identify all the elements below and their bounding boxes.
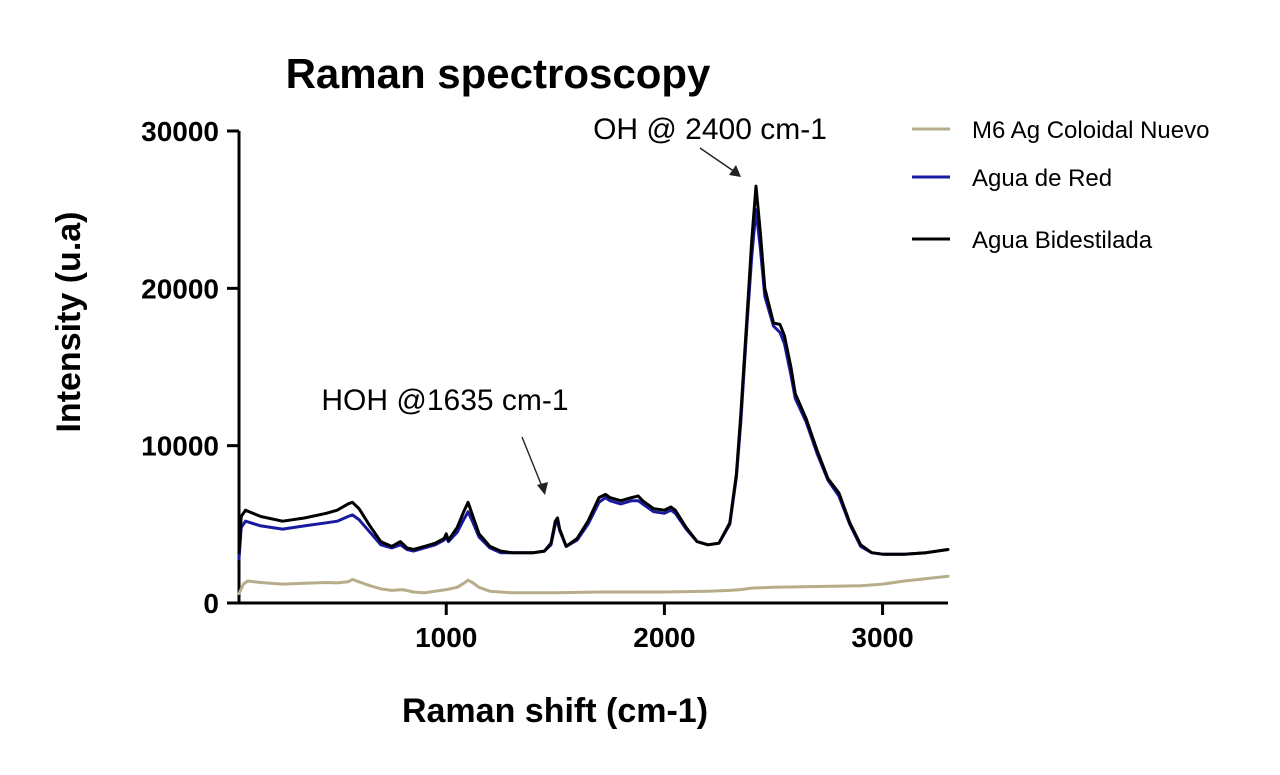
series-lines bbox=[237, 184, 950, 596]
chart-title: Raman spectroscopy bbox=[286, 50, 711, 97]
annotation-hoh-arrowhead bbox=[537, 482, 548, 495]
x-tick-label: 3000 bbox=[851, 622, 913, 653]
annotation-oh-text: OH @ 2400 cm-1 bbox=[593, 113, 827, 146]
y-axis-label: Intensity (u.a) bbox=[50, 211, 88, 432]
series-line-agua-de-red bbox=[237, 208, 950, 561]
legend-label-agua-de-red: Agua de Red bbox=[972, 165, 1112, 192]
annotation-hoh-text: HOH @1635 cm-1 bbox=[321, 384, 568, 417]
annotation-hoh-arrow-shaft bbox=[521, 436, 544, 490]
series-line-agua-bidestilada bbox=[237, 184, 950, 556]
y-tick-label: 20000 bbox=[141, 273, 219, 304]
x-axis-ticks: 1000 2000 3000 bbox=[415, 603, 914, 653]
legend-label-m6-ag-coloidal-nuevo: M6 Ag Coloidal Nuevo bbox=[972, 117, 1209, 144]
y-tick-label: 0 bbox=[203, 588, 219, 619]
annotation-oh: OH @ 2400 cm-1 bbox=[593, 113, 827, 177]
series-line-m6-ag-coloidal-nuevo bbox=[237, 574, 950, 596]
x-tick-label: 1000 bbox=[415, 622, 477, 653]
x-tick-label: 2000 bbox=[633, 622, 695, 653]
legend: M6 Ag Coloidal Nuevo Agua de Red Agua Bide… bbox=[912, 117, 1209, 254]
y-axis-ticks: 0 10000 20000 30000 bbox=[141, 116, 239, 619]
annotation-oh-arrowhead bbox=[729, 165, 741, 177]
y-tick-label: 10000 bbox=[141, 431, 219, 462]
legend-label-agua-bidestilada: Agua Bidestilada bbox=[972, 227, 1153, 254]
y-tick-label: 30000 bbox=[141, 116, 219, 147]
x-axis-label: Raman shift (cm-1) bbox=[402, 692, 708, 730]
annotation-oh-arrow-shaft bbox=[699, 147, 736, 173]
annotation-hoh: HOH @1635 cm-1 bbox=[321, 384, 569, 495]
